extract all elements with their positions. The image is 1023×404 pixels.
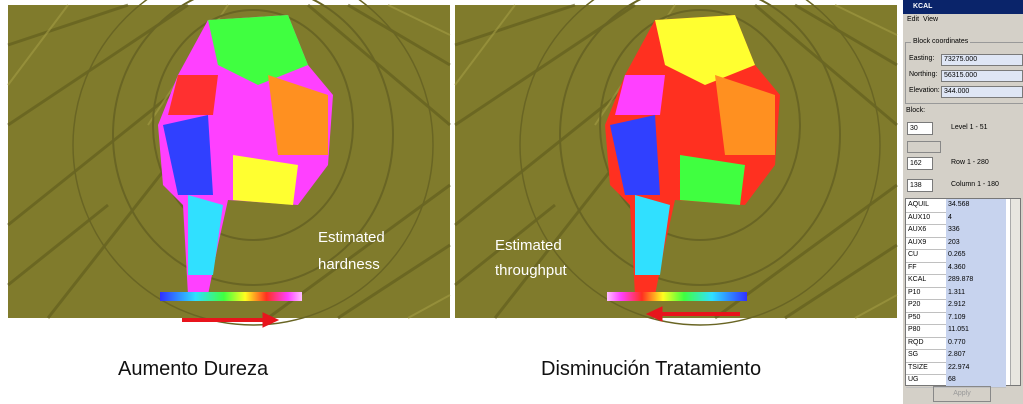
cell-name: RQD [906, 337, 947, 350]
cell-name: UG [906, 374, 947, 387]
cell-name: AUX10 [906, 212, 947, 225]
cell-name: AUX9 [906, 237, 947, 250]
caption: Aumento Dureza [118, 358, 268, 381]
cell-value: 22.974 [946, 362, 1006, 375]
cell-value: 4.360 [946, 262, 1006, 275]
spinner-label: Level 1 - 51 [951, 124, 988, 131]
spinner-label: Row 1 - 280 [951, 159, 989, 166]
overlay-text: Estimated [318, 229, 385, 246]
spinner[interactable]: 138 [907, 179, 933, 192]
cell-value: 11.051 [946, 324, 1006, 337]
text-field[interactable]: 344.000 [941, 86, 1023, 98]
cell-name: CU [906, 249, 947, 262]
cell-value: 2.912 [946, 299, 1006, 312]
cell-name: P20 [906, 299, 947, 312]
text-field[interactable]: 56315.000 [941, 70, 1023, 82]
kcal-window: KCAL Edit View Block coordinates Block: … [903, 0, 1023, 404]
menu-item[interactable]: View [923, 16, 938, 23]
spinner[interactable]: 162 [907, 157, 933, 170]
cell-name: FF [906, 262, 947, 275]
cell-value: 336 [946, 224, 1006, 237]
cell-name: P50 [906, 312, 947, 325]
apply-button[interactable]: Apply [933, 386, 991, 402]
cell-value: 34.568 [946, 199, 1006, 212]
cell-name: P10 [906, 287, 947, 300]
overlay-text: hardness [318, 256, 380, 273]
right-render: Estimated throughput [455, 0, 897, 325]
group-title: Block coordinates [911, 38, 970, 45]
text-field[interactable]: 73275.000 [941, 54, 1023, 66]
page: Estimated hardness Estimated throughput … [0, 0, 1023, 404]
caption: Disminución Tratamiento [541, 358, 761, 381]
cell-name: KCAL [906, 274, 947, 287]
field-label: Elevation: [909, 87, 940, 94]
scrollbar [1010, 199, 1020, 385]
field-label: Northing: [909, 71, 937, 78]
menu-item[interactable]: Edit [907, 16, 919, 23]
cell-value: 4 [946, 212, 1006, 225]
cell-value: 289.878 [946, 274, 1006, 287]
left-render: Estimated hardness [8, 0, 450, 325]
cell-value: 68 [946, 374, 1006, 387]
images: Estimated hardness Estimated throughput [0, 0, 900, 330]
cell-name: P80 [906, 324, 947, 337]
empty-field [907, 141, 941, 153]
cell-value: 203 [946, 237, 1006, 250]
cell-value: 0.265 [946, 249, 1006, 262]
spinner[interactable]: 30 [907, 122, 933, 135]
cell-name: SG [906, 349, 947, 362]
cell-name: TSIZE [906, 362, 947, 375]
cell-value: 2.807 [946, 349, 1006, 362]
field-label: Easting: [909, 55, 934, 62]
cell-value: 1.311 [946, 287, 1006, 300]
title-bar: KCAL [903, 0, 1023, 14]
label: Block: [906, 107, 925, 114]
overlay-text: throughput [495, 262, 568, 279]
cell-value: 0.770 [946, 337, 1006, 350]
overlay-text: Estimated [495, 237, 562, 254]
cell-name: AQUIL [906, 199, 947, 212]
cell-name: AUX6 [906, 224, 947, 237]
spinner-label: Column 1 - 180 [951, 181, 999, 188]
cell-value: 7.109 [946, 312, 1006, 325]
